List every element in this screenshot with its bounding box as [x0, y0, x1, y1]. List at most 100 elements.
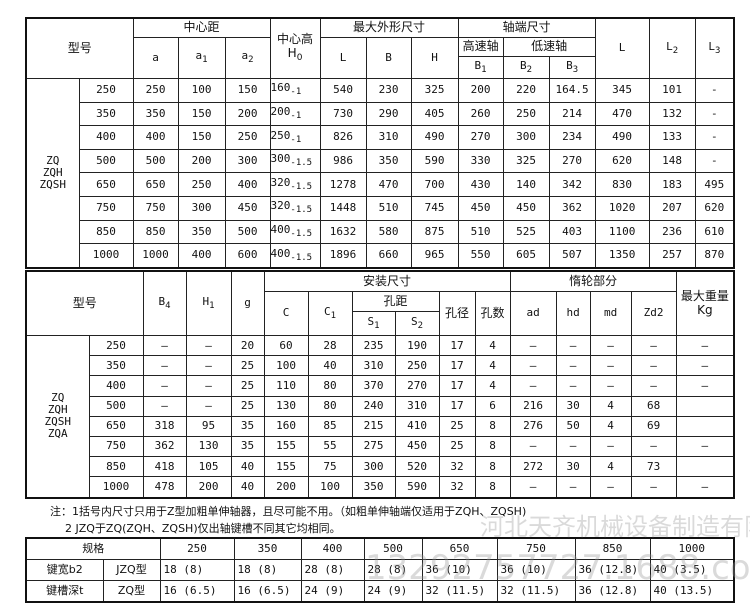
cell-md: 4	[589, 415, 632, 437]
cell-g: 40	[230, 476, 265, 498]
cell-value: 28 (8)	[300, 559, 365, 581]
cell-size: 650	[88, 415, 144, 437]
header-g: g	[230, 270, 265, 336]
cell-C1: 85	[307, 415, 353, 437]
cell-Lc: 345	[594, 78, 650, 103]
cell-L: 1896	[319, 243, 367, 269]
cell-a: 750	[132, 195, 179, 221]
cell-size: 750	[88, 435, 144, 458]
cell-B2: 605	[502, 243, 550, 269]
cell-a1: 150	[177, 101, 226, 127]
header-zd2: Zd2	[630, 291, 677, 336]
cell-g: 20	[230, 334, 265, 357]
cell-value: 40 (3.5)	[649, 559, 735, 581]
cell-a: 350	[132, 101, 179, 127]
cell-hole-count: 4	[474, 375, 511, 397]
table-row: ZQ ZQH ZQSH 250 250 100 150 160-1 540 230 325 200 22…	[25, 77, 735, 269]
cell-S2: 450	[394, 435, 440, 458]
spec-size: 1000	[649, 537, 735, 560]
cell-ad: —	[509, 375, 557, 397]
cell-C1: 40	[307, 355, 353, 377]
cell-L: 826	[319, 125, 367, 150]
cell-H1: 200	[185, 476, 232, 498]
cell-h0: 320-1.5	[269, 172, 321, 197]
cell-H1: 105	[185, 456, 232, 478]
cell-B: 470	[365, 172, 412, 197]
cell-a: 1000	[132, 243, 179, 269]
cell-hole-dia: 25	[438, 415, 476, 437]
header-B3: B3	[548, 56, 596, 79]
cell-size: 500	[88, 395, 144, 417]
header-idler: 惰轮部分	[509, 270, 677, 292]
cell-hd: 30	[555, 456, 591, 478]
header-hole-count: 孔数	[474, 291, 511, 336]
cell-H: 875	[410, 219, 459, 245]
cell-size: 750	[78, 195, 134, 221]
header-md: md	[589, 291, 632, 336]
cell-a: 650	[132, 172, 179, 197]
cell-B2: 450	[502, 195, 550, 221]
cell-C: 155	[263, 456, 309, 478]
note-1: 注：1括号内尺寸只用于Z型加粗单伸轴器，且尽可能不用。（如粗单伸轴端仅适用于ZQ…	[50, 505, 527, 518]
table-row: 500— —25 130 80 240 310 17 6 216 30 4 68	[26, 395, 735, 417]
cell-size: 400	[88, 375, 144, 397]
cell-B3: 403	[548, 219, 596, 245]
header-hd: hd	[555, 291, 591, 336]
cell-hole-dia: 17	[438, 334, 476, 357]
cell-C1: 28	[307, 334, 353, 357]
cell-size: 850	[78, 219, 134, 245]
cell-value: 36 (12.8)	[574, 559, 651, 581]
cell-C1: 55	[307, 435, 353, 458]
cell-B2: 140	[502, 172, 550, 197]
cell-zd2: 69	[630, 415, 677, 437]
cell-B2: 300	[502, 125, 550, 150]
cell-L2: 132	[648, 101, 696, 127]
cell-h0: 400-1.5	[269, 219, 321, 245]
cell-B1: 450	[457, 195, 504, 221]
cell-L2: 257	[648, 243, 696, 269]
cell-B4: —	[142, 334, 187, 357]
cell-a2: 600	[224, 243, 271, 269]
cell-zd2: —	[630, 334, 677, 357]
cell-H: 490	[410, 125, 459, 150]
cell-C: 130	[263, 395, 309, 417]
cell-max-weight	[675, 456, 735, 478]
cell-L3: -	[694, 148, 735, 174]
cell-a2: 150	[224, 78, 271, 103]
table-row: 850 418 105 40 155 75 300 520 32 8 272 30 4 73	[26, 456, 735, 478]
cell-S1: 310	[351, 355, 396, 377]
header-B1: B1	[457, 56, 504, 79]
cell-S2: 190	[394, 334, 440, 357]
header-S1: S1	[351, 311, 396, 336]
header-a1: a1	[177, 37, 226, 79]
header-max-dims: 最大外形尺寸	[319, 17, 459, 38]
cell-max-weight: —	[675, 375, 735, 397]
cell-zd2: —	[630, 476, 677, 498]
cell-md: —	[589, 375, 632, 397]
cell-Lc: 620	[594, 148, 650, 174]
cell-value: 32 (11.5)	[496, 580, 576, 603]
cell-hd: 30	[555, 395, 591, 417]
cell-h0: 160-1	[269, 78, 321, 103]
cell-hole-dia: 17	[438, 355, 476, 377]
cell-a1: 100	[177, 78, 226, 103]
cell-H1: 130	[185, 435, 232, 458]
cell-max-weight: —	[675, 334, 735, 357]
cell-L: 730	[319, 101, 367, 127]
cell-B: 290	[365, 101, 412, 127]
cell-B3: 164.5	[548, 78, 596, 103]
cell-a: 500	[132, 148, 179, 174]
cell-h0: 250-1	[269, 125, 321, 150]
spec-size: 650	[421, 537, 498, 560]
cell-max-weight: —	[675, 355, 735, 377]
cell-zd2: —	[630, 355, 677, 377]
row-name: 键槽深t	[25, 580, 104, 603]
cell-hd: —	[555, 476, 591, 498]
cell-h0: 320-1.5	[269, 195, 321, 221]
cell-L3: 620	[694, 195, 735, 221]
header-L: L	[594, 17, 650, 79]
cell-a2: 250	[224, 125, 271, 150]
cell-S2: 250	[394, 355, 440, 377]
cell-ad: 276	[509, 415, 557, 437]
header-L-size: L	[319, 37, 367, 79]
